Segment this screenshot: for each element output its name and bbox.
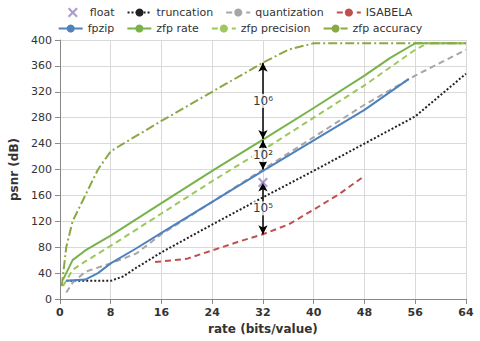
svg-text:360: 360	[31, 59, 52, 72]
svg-text:psnr (dB): psnr (dB)	[7, 138, 21, 201]
svg-text:float: float	[90, 6, 115, 19]
svg-text:200: 200	[31, 163, 52, 176]
svg-text:0: 0	[45, 293, 52, 306]
svg-text:truncation: truncation	[157, 6, 214, 19]
svg-text:48: 48	[357, 306, 372, 319]
svg-text:240: 240	[31, 137, 52, 150]
svg-text:10⁵: 10⁵	[253, 201, 273, 215]
svg-text:280: 280	[31, 111, 52, 124]
svg-text:10⁶: 10⁶	[253, 94, 273, 108]
svg-text:quantization: quantization	[255, 6, 324, 19]
svg-text:400: 400	[31, 34, 52, 47]
svg-text:rate (bits/value): rate (bits/value)	[208, 322, 318, 336]
svg-text:120: 120	[31, 215, 52, 228]
svg-text:64: 64	[458, 306, 474, 319]
svg-text:80: 80	[38, 241, 52, 254]
svg-text:40: 40	[306, 306, 322, 319]
svg-text:fpzip: fpzip	[88, 22, 115, 35]
svg-text:24: 24	[205, 306, 221, 319]
svg-text:16: 16	[154, 306, 170, 319]
svg-text:zfp rate: zfp rate	[156, 22, 199, 35]
svg-text:160: 160	[31, 189, 52, 202]
svg-text:zfp accuracy: zfp accuracy	[353, 22, 423, 35]
svg-text:zfp precision: zfp precision	[241, 22, 311, 35]
svg-text:8: 8	[107, 306, 115, 319]
svg-text:32: 32	[255, 306, 270, 319]
svg-text:10²: 10²	[253, 148, 273, 162]
svg-text:320: 320	[31, 85, 52, 98]
svg-text:56: 56	[408, 306, 424, 319]
svg-text:ISABELA: ISABELA	[366, 6, 413, 19]
svg-text:40: 40	[38, 267, 52, 280]
svg-text:0: 0	[56, 306, 64, 319]
